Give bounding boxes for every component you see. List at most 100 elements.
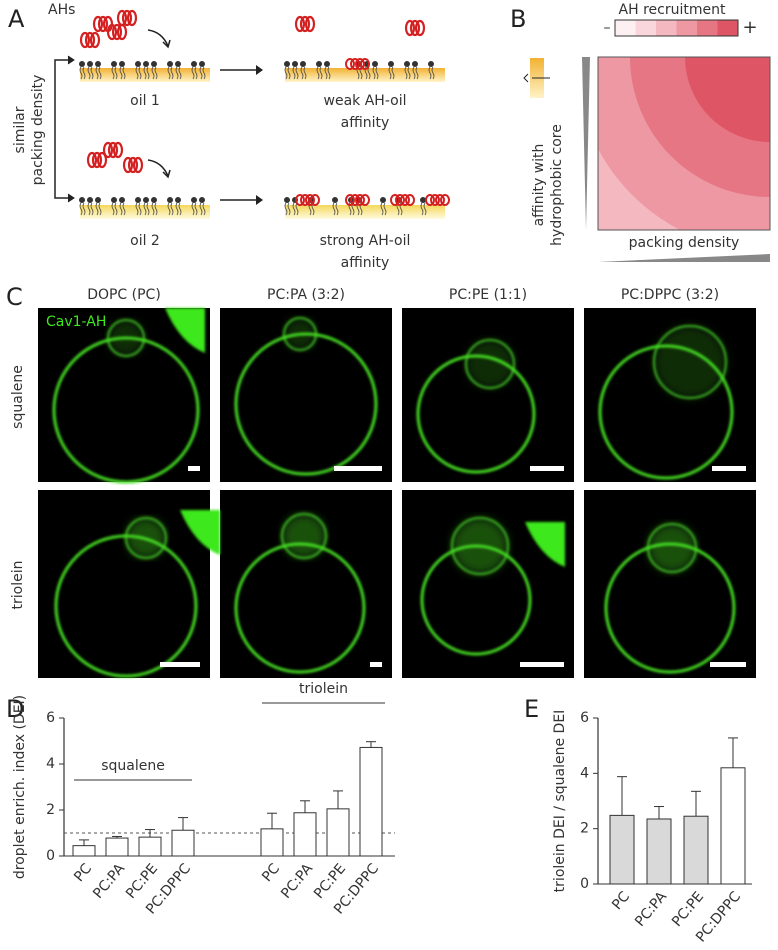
helix [84,31,96,49]
lipid-tail [300,66,307,80]
column-label: PC:PA (3:2) [267,287,345,303]
column-label: PC:DPPC (3:2) [621,287,719,303]
helix [400,194,410,206]
lipid-head [284,197,290,203]
lipid-tail [151,66,158,80]
droplet [107,319,145,357]
column-label: DOPC (PC) [87,287,161,303]
lipid-head [420,197,426,203]
x-tick-label: PC [609,889,633,913]
arrow [523,73,550,83]
scale-bar [160,662,200,667]
bar [72,845,96,857]
droplet [653,325,727,399]
lipid-tail [191,66,198,80]
lipid-head [95,61,101,67]
helix [294,15,306,33]
helix [350,58,360,70]
membrane [416,354,536,474]
y-tick-label: 2 [580,821,589,837]
lipid-head [284,61,290,67]
lipid-head [111,61,117,67]
micrograph [584,490,756,678]
helix [360,194,370,206]
lipid-tail [191,202,198,216]
lipid-head [199,197,205,203]
lipid-tail [404,66,411,80]
membrane [234,542,366,674]
frame [597,56,771,231]
helix [126,9,138,27]
arrow-head [256,195,263,205]
recruitment-map [598,57,770,230]
lipid-tail [87,202,94,216]
stain-label: Cav1-AH [46,314,106,330]
helix [112,141,124,159]
lipid-tail [143,202,150,216]
lipid-tail [316,66,323,80]
helix [414,19,426,37]
membrane [420,544,532,656]
lipid-tail [167,66,174,80]
y-tick-label: 0 [46,848,55,864]
lipid-tail [79,66,86,80]
bar [105,837,129,857]
helix [92,15,104,33]
arrow-head [162,39,171,49]
lipid-head [111,197,117,203]
scale-bar [334,466,382,471]
oil [285,205,445,219]
scale-bar [712,466,746,471]
lipid-head [428,61,434,67]
b-y-label: affinity with [531,144,547,227]
scale-bar [530,466,564,471]
a-y-label: similar [12,106,28,153]
color-step [697,20,718,36]
triangle [582,57,590,230]
bar [260,828,284,857]
panel-label: C [6,283,23,311]
lipid-tail [111,66,118,80]
bar [646,818,672,885]
lipid-tail [119,66,126,80]
micrographs [38,308,756,678]
lipid-head [191,197,197,203]
lipid-head [143,61,149,67]
b-plus: + [742,17,757,38]
lipid-tail [388,66,395,80]
lipid-tail [95,202,102,216]
lipid-tail [87,66,94,80]
b-y-label: hydrophobic core [549,124,565,246]
arrow-head [67,55,75,203]
helix [111,23,123,41]
helix [440,194,450,206]
lipid-tail [284,66,291,80]
lipid-tail [199,202,206,216]
lipid-head [167,197,173,203]
helix [300,194,310,206]
lipid-head [332,197,338,203]
group-label: triolein [299,681,348,697]
helix [96,151,108,169]
helix [404,19,416,37]
helix [106,23,118,41]
helix [121,9,133,27]
lipid-head [95,197,101,203]
bright-patch [525,522,565,567]
helix [304,15,316,33]
affinity-label: affinity [341,255,390,271]
lipid-tail [79,202,86,216]
lipid-head [167,61,173,67]
helix [295,194,305,206]
lipid-tail [199,66,206,80]
row-label: triolein [10,561,26,610]
color-step [656,20,677,36]
lipid-tail [428,66,435,80]
helix [390,194,400,206]
lipid-tail [111,202,118,216]
droplet [281,513,327,559]
helix [345,194,355,206]
lipid-tail [167,202,174,216]
y-axis-label: droplet enrich. index (DEI) [12,695,28,879]
